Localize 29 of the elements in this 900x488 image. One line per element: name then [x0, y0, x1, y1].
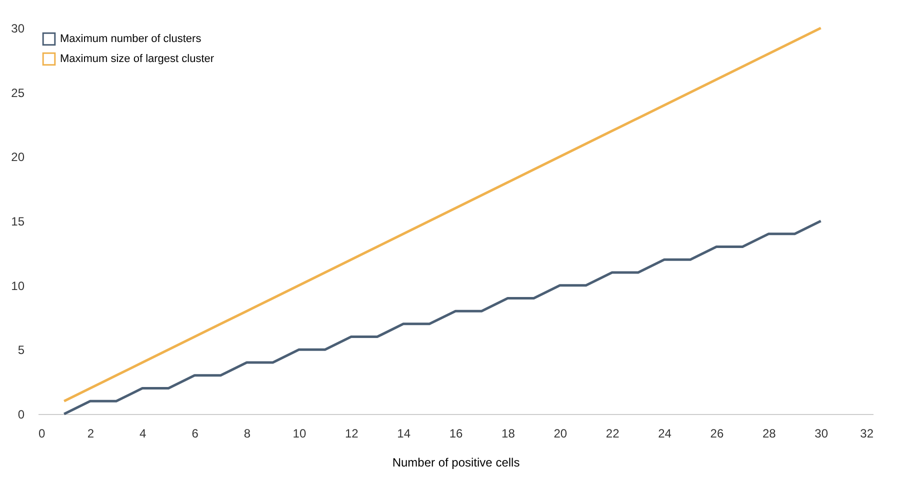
- y-tick-label: 25: [11, 86, 25, 100]
- y-tick-label: 15: [11, 214, 25, 228]
- x-tick-label: 6: [192, 426, 199, 440]
- x-tick-label: 0: [38, 426, 46, 440]
- line-series: [62, 26, 822, 402]
- y-tick-label: 5: [18, 343, 25, 358]
- x-tick-label: 16: [449, 426, 463, 440]
- x-tick-label: 2: [87, 426, 94, 440]
- x-tick-label: 8: [244, 426, 251, 440]
- x-tick-label: 32: [860, 426, 874, 440]
- y-tick-label: 0: [18, 408, 25, 422]
- x-tick-label: 26: [710, 426, 724, 440]
- y-tick-label: 20: [11, 150, 25, 164]
- x-tick-label: 22: [606, 426, 620, 440]
- y-tick-label: 10: [11, 278, 25, 293]
- x-tick-label: 10: [292, 426, 306, 440]
- legend-label: Maximum number of clusters: [60, 33, 202, 45]
- x-tick-label: 30: [814, 426, 828, 440]
- x-tick-label: 4: [140, 426, 147, 440]
- x-tick-label: 18: [502, 426, 516, 440]
- x-tick-label: 14: [397, 426, 411, 440]
- y-tick-label: 30: [11, 22, 25, 36]
- legend-label: Maximum size of largest cluster: [60, 53, 214, 65]
- x-axis-title: Number of positive cells: [392, 456, 520, 470]
- line-series: [62, 220, 822, 416]
- x-tick-label: 28: [762, 426, 776, 440]
- x-tick-label: 24: [658, 426, 672, 440]
- x-tick-label: 12: [344, 426, 359, 440]
- x-tick-label: 20: [554, 426, 568, 440]
